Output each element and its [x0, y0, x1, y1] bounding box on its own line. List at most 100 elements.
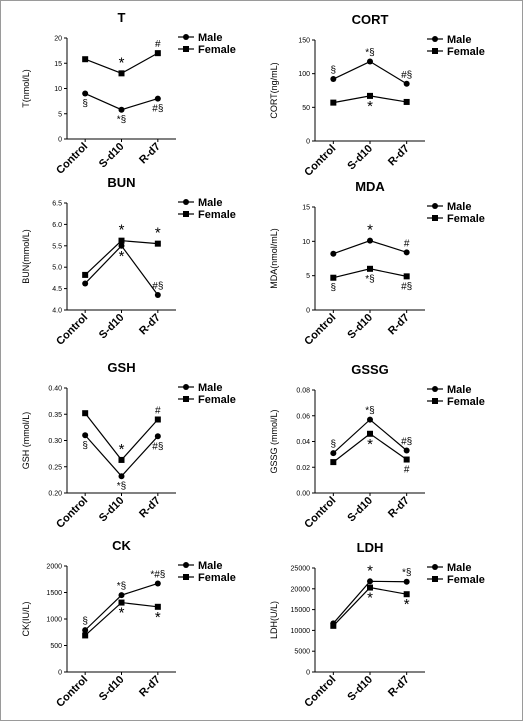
- x-tick-label: S-d10: [345, 674, 375, 704]
- chart-title: LDH: [357, 540, 384, 555]
- y-tick-label: 2000: [46, 564, 62, 571]
- y-tick-label: 0.20: [48, 491, 62, 498]
- y-tick-label: 500: [50, 643, 62, 650]
- data-point-square: [118, 237, 125, 244]
- significance-mark: *: [367, 98, 373, 115]
- y-tick-label: 0: [58, 670, 62, 677]
- significance-mark: *: [404, 596, 410, 613]
- y-tick-label: 1500: [46, 590, 62, 597]
- significance-mark: §: [331, 439, 337, 450]
- y-tick-label: 20000: [291, 586, 311, 593]
- x-tick-label: R-d7: [137, 495, 163, 521]
- data-point-circle: [367, 416, 373, 423]
- legend-label: Female: [198, 394, 236, 406]
- x-tick-label: Control: [302, 143, 338, 179]
- significance-mark: *: [119, 54, 125, 71]
- y-tick-label: 5: [58, 111, 62, 118]
- significance-mark: *: [367, 562, 373, 579]
- y-tick-label: 10: [302, 239, 310, 246]
- significance-mark: *: [155, 609, 161, 626]
- data-point-circle: [330, 450, 337, 457]
- x-tick-label: R-d7: [137, 674, 163, 700]
- significance-mark: *§: [117, 115, 126, 126]
- y-tick-label: 0.04: [296, 439, 310, 446]
- y-tick-label: 150: [298, 38, 310, 45]
- significance-mark: §: [331, 283, 337, 294]
- y-tick-label: 15: [302, 205, 310, 212]
- legend-marker-circle: [183, 34, 189, 40]
- data-point-circle: [403, 80, 410, 87]
- series-line-male: [333, 60, 407, 85]
- data-point-circle: [403, 578, 410, 585]
- data-point-circle: [82, 627, 89, 634]
- data-point-square: [403, 456, 410, 463]
- legend-label: Male: [447, 201, 471, 213]
- legend-marker-square: [183, 396, 189, 402]
- legend-marker-circle: [432, 386, 438, 392]
- y-tick-label: 0.08: [296, 388, 310, 395]
- data-point-square: [118, 599, 125, 606]
- chart-title: MDA: [355, 179, 385, 194]
- data-point-circle: [367, 58, 373, 65]
- data-point-square: [403, 98, 410, 105]
- data-point-square: [154, 603, 161, 610]
- data-point-square: [403, 273, 410, 280]
- data-point-circle: [118, 106, 125, 113]
- data-point-circle: [118, 592, 125, 599]
- data-point-circle: [154, 292, 161, 299]
- significance-mark: §: [82, 616, 88, 627]
- legend-label: Male: [198, 560, 222, 572]
- y-tick-label: 10: [54, 86, 62, 93]
- data-point-square: [403, 591, 410, 598]
- significance-mark: *§: [402, 568, 411, 579]
- legend-label: Male: [198, 382, 222, 394]
- chart-title: T: [118, 10, 126, 25]
- significance-mark: #: [155, 39, 161, 50]
- data-point-circle: [154, 580, 161, 587]
- chart-panel-7: LDH 0 5000 10000 15000 20000 25000 LDH(U/L) Cont…: [269, 540, 485, 710]
- legend-marker-circle: [432, 203, 438, 209]
- chart-panel-1: CORT 0 50 100 150 CORT(ng/mL) Control S-d10 R-d7…: [269, 12, 485, 179]
- data-point-square: [118, 70, 125, 77]
- legend-label: Male: [198, 32, 222, 44]
- y-tick-label: 15: [54, 61, 62, 68]
- legend-label: Female: [447, 213, 485, 225]
- y-axis-label: CK(IU/L): [21, 601, 31, 636]
- data-point-square: [330, 622, 337, 629]
- y-axis-label: T(nmol/L): [21, 69, 31, 108]
- significance-mark: #§: [152, 441, 163, 452]
- chart-panel-2: BUN 4.0 4.5 5.0 5.5 6.0 6.5 BUN(mmol/L) Control S…: [21, 175, 236, 348]
- data-point-circle: [330, 76, 337, 83]
- significance-mark: §: [82, 440, 88, 451]
- x-tick-label: R-d7: [386, 495, 412, 521]
- legend-label: Female: [447, 46, 485, 58]
- data-point-square: [367, 265, 373, 272]
- significance-mark: *§: [365, 48, 374, 59]
- significance-mark: #§: [401, 70, 412, 81]
- data-point-circle: [330, 250, 337, 257]
- chart-panel-6: CK 0 500 1000 1500 2000 CK(IU/L) Control S-d10 R-…: [21, 538, 236, 710]
- legend-marker-circle: [183, 384, 189, 390]
- data-point-square: [367, 430, 373, 437]
- significance-mark: #: [155, 406, 161, 417]
- data-point-circle: [82, 280, 89, 287]
- significance-mark: *: [119, 441, 125, 458]
- y-tick-label: 4.5: [52, 286, 62, 293]
- y-tick-label: 5.0: [52, 265, 62, 272]
- data-point-square: [82, 410, 89, 417]
- legend-label: Female: [447, 574, 485, 586]
- data-point-circle: [403, 249, 410, 256]
- y-tick-label: 20: [54, 36, 62, 43]
- y-tick-label: 0.00: [296, 491, 310, 498]
- y-tick-label: 4.0: [52, 308, 62, 315]
- x-tick-label: R-d7: [386, 674, 412, 700]
- significance-mark: *: [155, 225, 161, 242]
- data-point-circle: [367, 578, 373, 585]
- y-axis-label: BUN(mmol/L): [21, 229, 31, 284]
- legend-label: Female: [198, 572, 236, 584]
- data-point-square: [82, 56, 89, 63]
- legend-label: Female: [447, 396, 485, 408]
- x-tick-label: Control: [54, 312, 90, 348]
